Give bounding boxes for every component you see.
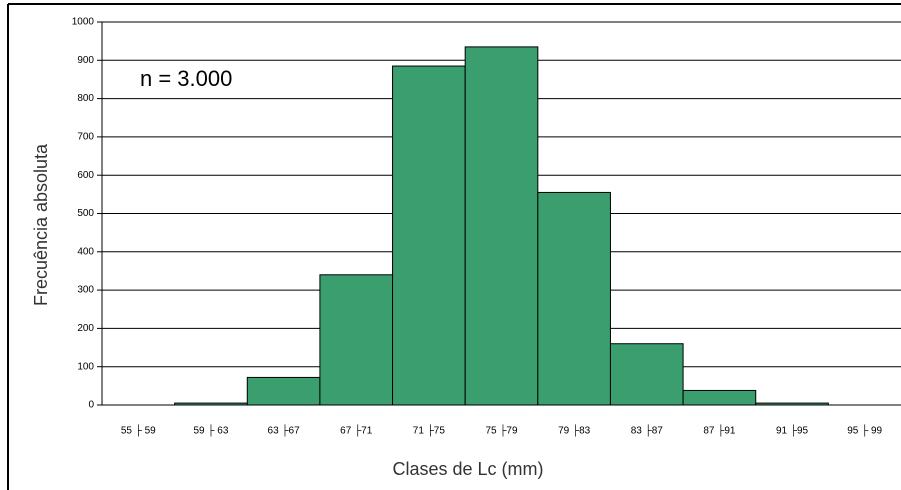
y-tick-label: 400 <box>77 246 94 257</box>
y-tick-label: 700 <box>77 132 94 143</box>
bar <box>392 65 466 406</box>
annotation: n = 3.000 <box>140 66 232 91</box>
y-tick-label: 600 <box>77 170 94 181</box>
x-tick-label: 75 ├79 <box>485 424 518 438</box>
bar <box>537 191 611 406</box>
x-axis-label: Clases de Lc (mm) <box>392 459 543 479</box>
x-tick-label: 55 ├ 59 <box>121 424 156 438</box>
bar <box>464 46 539 406</box>
y-tick-label: 0 <box>88 400 94 411</box>
bar <box>319 274 394 406</box>
x-tick-label: 63 ├67 <box>268 424 301 438</box>
x-tick-label: 91 ├95 <box>776 424 809 438</box>
x-tick-label: 83 ├87 <box>631 424 664 438</box>
x-tick-label: 79 ├83 <box>558 424 591 438</box>
y-tick-label: 300 <box>77 285 94 296</box>
bar <box>755 402 829 406</box>
bar <box>682 389 757 406</box>
y-tick-label: 800 <box>77 93 94 104</box>
x-tick-label: 59 ├ 63 <box>194 424 229 438</box>
y-tick-label: 200 <box>77 323 94 334</box>
x-tick-label: 95 ├ 99 <box>847 424 882 438</box>
x-tick-label: 71 ├75 <box>413 424 446 438</box>
x-tick-label: 87 ├91 <box>703 424 736 438</box>
bar <box>246 376 321 406</box>
y-tick-label: 500 <box>77 208 94 219</box>
x-tick-label: 67 ├71 <box>340 424 373 438</box>
bar <box>174 402 248 406</box>
y-tick-label: 1000 <box>72 17 95 28</box>
bar <box>609 343 684 406</box>
y-axis-label: Frecuência absoluta <box>31 143 51 306</box>
y-tick-label: 900 <box>77 55 94 66</box>
y-tick-label: 100 <box>77 361 94 372</box>
